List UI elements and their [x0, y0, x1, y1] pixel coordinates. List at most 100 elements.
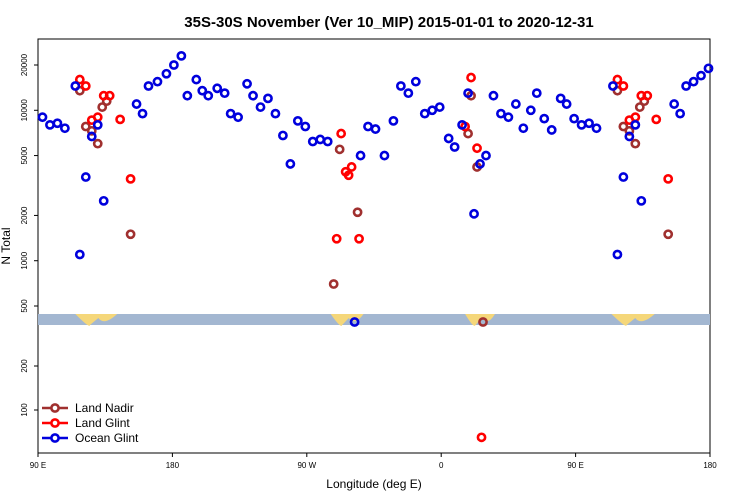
data-point: [419, 108, 430, 119]
data-point: [681, 81, 692, 91]
x-tick-label: 180: [166, 461, 180, 470]
data-point: [612, 249, 623, 260]
x-tick-label: 0: [439, 461, 444, 470]
data-point: [168, 60, 179, 70]
x-tick-label: 180: [703, 461, 717, 470]
data-point: [80, 172, 91, 182]
data-point: [472, 143, 482, 154]
legend-label: Ocean Glint: [75, 431, 139, 445]
data-point: [354, 233, 364, 244]
data-point: [343, 170, 354, 181]
land-shape: [330, 314, 364, 326]
data-point: [328, 279, 339, 289]
chart-title: 35S-30S November (Ver 10_MIP) 2015-01-01…: [184, 14, 593, 31]
data-point: [630, 138, 641, 149]
legend-item: Land Glint: [42, 416, 130, 430]
data-point: [410, 76, 421, 87]
data-point: [285, 159, 296, 169]
data-point: [115, 114, 126, 125]
data-point: [561, 99, 572, 109]
plot-frame: [37, 38, 711, 454]
legend-item: Ocean Glint: [42, 431, 139, 445]
data-point: [576, 119, 587, 130]
data-point: [270, 108, 281, 119]
data-point: [488, 90, 499, 101]
data-point: [92, 112, 103, 123]
land-shape: [75, 314, 118, 326]
land-shape: [611, 314, 655, 326]
band-ocean: [38, 314, 710, 325]
data-point: [634, 102, 645, 112]
x-axis-label: Longitude (deg E): [326, 477, 421, 491]
data-point: [191, 74, 202, 85]
data-point: [355, 150, 366, 161]
data-point: [212, 83, 223, 94]
y-tick-label: 10000: [20, 99, 29, 122]
data-point: [449, 142, 460, 152]
data-point: [331, 233, 342, 244]
series-ocean-glint: [37, 50, 714, 327]
data-point: [475, 159, 485, 169]
data-point: [278, 130, 288, 141]
data-point: [143, 81, 154, 91]
data-point: [336, 128, 347, 139]
legend-marker: [50, 433, 60, 443]
data-point: [104, 90, 115, 101]
data-point: [248, 90, 258, 101]
data-point: [255, 102, 266, 112]
data-point: [219, 88, 230, 99]
data-point: [97, 102, 108, 112]
data-point: [457, 119, 468, 130]
legend-marker: [50, 418, 60, 428]
data-point: [496, 108, 506, 119]
data-point: [70, 81, 81, 91]
data-point: [45, 119, 55, 130]
data-point: [300, 121, 311, 132]
data-point: [98, 195, 109, 206]
data-point: [427, 105, 438, 116]
data-point: [555, 93, 566, 104]
data-point: [569, 113, 580, 124]
data-point: [688, 76, 699, 87]
data-point: [37, 112, 48, 123]
x-tick-label: 90 E: [30, 461, 46, 470]
data-point: [176, 50, 187, 61]
data-point: [379, 150, 390, 161]
data-point: [443, 133, 454, 144]
data-point: [346, 162, 357, 172]
data-point: [74, 249, 85, 260]
data-point: [703, 63, 714, 74]
data-point: [630, 112, 641, 123]
data-point: [125, 229, 136, 240]
data-point: [131, 99, 142, 109]
data-point: [242, 78, 252, 89]
data-point: [636, 195, 647, 206]
data-point: [591, 123, 602, 134]
data-point: [395, 81, 406, 91]
data-point: [152, 76, 163, 87]
data-point: [608, 81, 618, 91]
y-tick-label: 5000: [20, 146, 29, 164]
data-point: [663, 229, 674, 240]
data-point: [510, 99, 521, 109]
data-point: [263, 93, 273, 104]
data-point: [481, 150, 491, 161]
data-point: [651, 114, 662, 125]
data-point: [334, 144, 345, 155]
x-tick-label: 90 W: [297, 461, 316, 470]
legend-label: Land Glint: [75, 416, 130, 430]
data-point: [59, 123, 70, 134]
band-land-shapes: [75, 314, 655, 326]
data-point: [669, 99, 680, 109]
data-point: [531, 88, 542, 99]
series-land-nadir: [74, 85, 674, 327]
data-point: [630, 119, 641, 130]
data-point: [125, 173, 136, 184]
data-point: [161, 68, 172, 79]
data-point: [197, 85, 208, 96]
y-tick-label: 20000: [20, 53, 29, 76]
legend-marker: [50, 403, 60, 413]
data-point: [696, 70, 706, 81]
